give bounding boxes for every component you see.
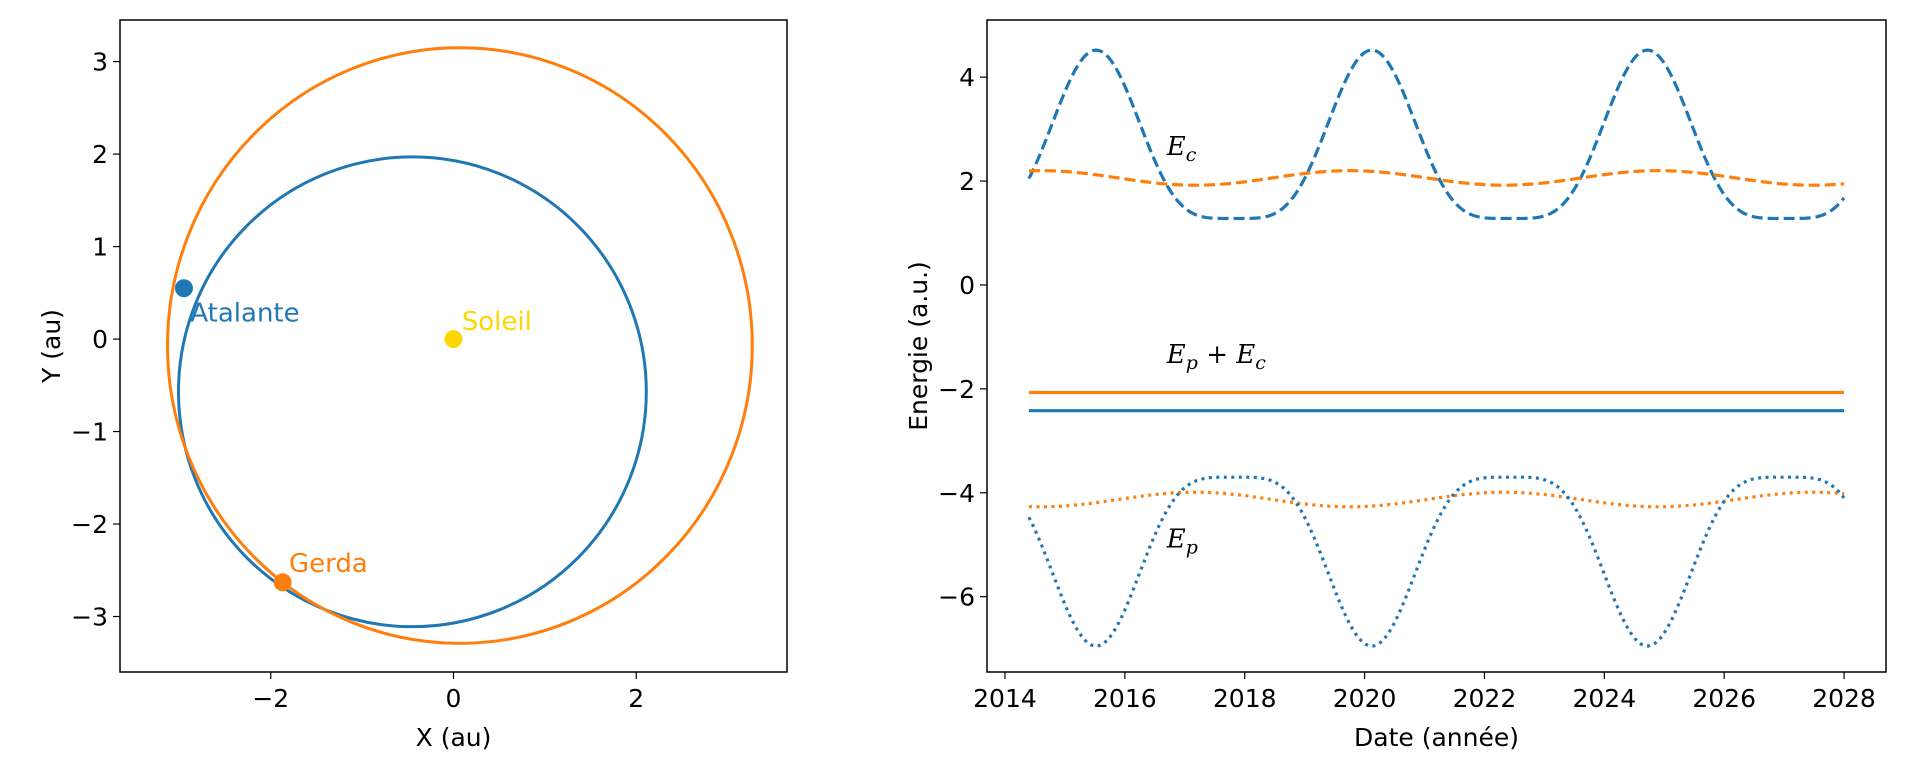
axes-frame: [119, 19, 788, 673]
energy-ticks: 2014 2016 2018 2020 2022 2024 2026 2028 −6 −4 −2 0 2…: [938, 63, 1876, 713]
axes-frame: [986, 19, 1887, 673]
annotation-symbol: E: [1235, 340, 1255, 370]
gerda-marker: [273, 573, 292, 592]
x-tick-label: 2: [628, 684, 644, 713]
y-tick-label: 1: [92, 233, 108, 262]
y-tick-label: 0: [959, 271, 975, 300]
atalante-ec-line: [1027, 48, 1846, 221]
energy-annotation: Ec: [1166, 132, 1197, 166]
y-tick-label: 2: [92, 140, 108, 169]
soleil-label: Soleil: [462, 307, 532, 337]
gerda-label: Gerda: [289, 549, 368, 579]
atalante-label: Atalante: [190, 298, 299, 328]
orbit-chart: −2 0 2 −3 −2 −1 0 1 2 3 X (au) Y (au) Atalante Soleil…: [37, 19, 788, 752]
x-tick-label: 2026: [1692, 684, 1756, 713]
x-axis-label: Date (année): [1354, 723, 1519, 752]
annotation-operator: +: [1198, 340, 1236, 370]
gerda-orbit: [166, 46, 754, 645]
atalante-marker: [174, 279, 193, 298]
y-tick-label: 2: [959, 167, 975, 196]
y-tick-label: −2: [71, 510, 108, 539]
energy-chart: 2014 2016 2018 2020 2022 2024 2026 2028 −6 −4 −2 0 2…: [904, 19, 1887, 752]
gerda-ec-line: [1028, 169, 1845, 187]
energy-plot-area: [1027, 48, 1846, 648]
x-tick-label: −2: [252, 684, 289, 713]
x-tick-label: 2018: [1213, 684, 1277, 713]
y-tick-label: −4: [938, 479, 975, 508]
y-tick-label: −1: [71, 418, 108, 447]
annotation-symbol: E: [1166, 340, 1186, 370]
x-tick-label: 2028: [1812, 684, 1876, 713]
annotation-symbol: E: [1166, 132, 1186, 162]
soleil-marker: [444, 330, 463, 349]
x-axis-label: X (au): [416, 723, 492, 752]
x-tick-label: 2016: [1093, 684, 1157, 713]
y-tick-label: −3: [71, 603, 108, 632]
gerda-ep-line: [1028, 490, 1845, 509]
y-tick-label: −2: [938, 375, 975, 404]
y-tick-label: 0: [92, 325, 108, 354]
annotation-subscript: c: [1186, 144, 1197, 166]
atalante-ep-line: [1027, 475, 1846, 648]
atalante-orbit: [176, 155, 648, 629]
energy-annotation: Ep: [1166, 524, 1198, 558]
x-tick-label: 0: [446, 684, 462, 713]
y-tick-label: −6: [938, 583, 975, 612]
annotation-subscript: p: [1186, 352, 1198, 374]
annotation-subscript: p: [1186, 536, 1198, 558]
energy-annotation: Ep + Ec: [1166, 340, 1266, 374]
x-tick-label: 2024: [1573, 684, 1637, 713]
orbit-plot-area: [166, 46, 754, 645]
y-tick-label: 3: [92, 48, 108, 77]
annotation-subscript: c: [1255, 352, 1266, 374]
x-tick-label: 2020: [1333, 684, 1397, 713]
annotation-symbol: E: [1166, 524, 1186, 554]
y-axis-label: Energie (a.u.): [904, 261, 933, 431]
y-tick-label: 4: [959, 63, 975, 92]
x-tick-label: 2014: [973, 684, 1037, 713]
x-tick-label: 2022: [1453, 684, 1517, 713]
y-axis-label: Y (au): [37, 309, 66, 384]
orbit-ticks: −2 0 2 −3 −2 −1 0 1 2 3: [71, 48, 644, 713]
